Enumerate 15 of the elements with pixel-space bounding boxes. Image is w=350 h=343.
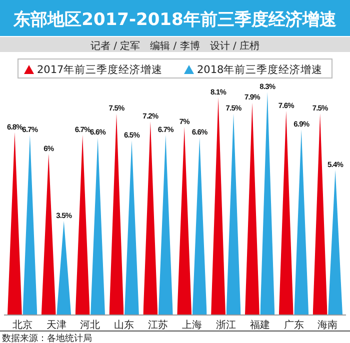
- source-note: 数据来源：各地统计局: [2, 333, 92, 343]
- chart-title: 东部地区2017-2018年前三季度经济增速: [12, 10, 336, 30]
- x-tick-label: 上海: [182, 319, 202, 331]
- x-tick-label: 山东: [114, 319, 134, 331]
- x-tick-label: 天津: [46, 319, 66, 331]
- x-tick-label: 江苏: [148, 319, 168, 331]
- x-tick-label: 浙江: [216, 319, 236, 331]
- x-tick-label: 海南: [318, 319, 338, 331]
- legend-label: 2018年前三季度经济增速: [197, 63, 323, 76]
- chart-subtitle: 记者 / 定军 编辑 / 李博 设计 / 庄枬: [90, 40, 260, 52]
- x-tick-label: 福建: [250, 319, 270, 331]
- legend-label: 2017年前三季度经济增速: [37, 63, 163, 76]
- x-tick-label: 北京: [12, 319, 32, 331]
- x-tick-label: 河北: [80, 319, 100, 331]
- x-tick-label: 广东: [284, 319, 304, 331]
